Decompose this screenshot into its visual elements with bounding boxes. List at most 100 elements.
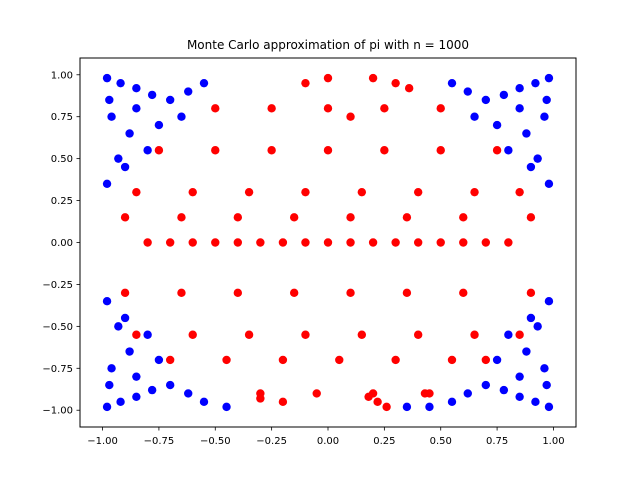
data-point (244, 330, 254, 339)
data-point (533, 154, 542, 163)
data-point (357, 330, 367, 339)
data-point (404, 83, 414, 93)
data-point (391, 355, 400, 365)
data-point (177, 213, 186, 222)
data-point (102, 402, 112, 412)
data-point (542, 95, 551, 105)
data-point (256, 394, 265, 403)
data-point (515, 330, 524, 339)
x-tick-label: −0.25 (256, 436, 287, 447)
data-point (323, 238, 333, 247)
data-point (504, 238, 513, 247)
data-point (526, 313, 536, 323)
data-point (165, 238, 175, 247)
data-point (301, 187, 310, 197)
data-point (211, 146, 220, 155)
data-point (346, 238, 355, 247)
data-point (463, 87, 472, 96)
data-point (481, 95, 491, 105)
data-point (436, 238, 445, 247)
data-point (102, 73, 112, 83)
data-point (125, 347, 134, 356)
data-point (526, 162, 536, 172)
data-point (481, 380, 491, 390)
data-point (531, 78, 540, 88)
data-point (177, 112, 186, 121)
data-point (188, 330, 197, 339)
data-point (463, 389, 472, 398)
x-tick-label: −0.75 (144, 436, 175, 447)
data-point (380, 104, 389, 113)
data-point (447, 78, 457, 88)
data-point (244, 187, 254, 197)
data-point (147, 385, 157, 395)
data-point (256, 238, 265, 247)
data-point (199, 397, 209, 407)
data-point (102, 179, 112, 188)
y-tick-label: −0.75 (42, 364, 73, 375)
data-point (114, 154, 123, 163)
data-point (402, 288, 412, 298)
data-point (459, 238, 468, 247)
data-point (199, 78, 209, 88)
data-point (301, 238, 310, 247)
data-point (233, 213, 243, 222)
data-point (492, 146, 502, 155)
data-point (184, 389, 193, 398)
data-point (184, 87, 193, 96)
x-tick-label: 0.50 (430, 436, 452, 447)
x-tick-label: 1.00 (542, 436, 564, 447)
data-point (382, 402, 391, 412)
x-tick-label: 0.00 (317, 436, 339, 447)
data-point (143, 238, 152, 247)
data-point (526, 213, 536, 222)
data-point (233, 288, 243, 298)
data-point (447, 397, 457, 407)
y-axis-ticks: −1.00 −0.75 −0.50 −0.25 0.00 0.25 0.50 0.75 1.00 (42, 70, 80, 417)
data-point (267, 104, 276, 113)
data-point (481, 238, 491, 247)
data-point (120, 313, 130, 323)
data-point (504, 330, 513, 339)
data-point (499, 90, 509, 100)
data-point (165, 95, 175, 105)
data-point (177, 288, 186, 298)
data-point (515, 187, 524, 197)
data-point (368, 73, 378, 83)
y-tick-label: 1.00 (51, 70, 73, 81)
data-point (132, 187, 141, 197)
data-point (125, 129, 134, 138)
data-point (211, 104, 220, 113)
data-point (301, 330, 310, 339)
data-point (346, 112, 355, 121)
data-point (515, 104, 524, 113)
data-point (499, 385, 509, 395)
data-point (526, 288, 536, 298)
y-tick-label: 0.25 (51, 196, 73, 207)
data-point (116, 397, 125, 407)
data-point (116, 78, 125, 88)
x-axis-ticks: −1.00 −0.75 −0.50 −0.25 0.00 0.25 0.50 0.75 1.00 (87, 427, 565, 447)
data-point (540, 364, 549, 373)
y-tick-label: −0.25 (42, 280, 73, 291)
data-point (132, 104, 141, 113)
data-point (154, 355, 164, 365)
data-point (391, 238, 400, 247)
data-point (222, 402, 231, 412)
data-point (544, 297, 554, 306)
data-point (420, 389, 430, 398)
data-point (105, 380, 114, 390)
data-point (425, 402, 434, 412)
data-point (368, 238, 378, 247)
data-point (533, 322, 542, 331)
data-point (492, 355, 502, 365)
data-point (540, 112, 549, 121)
data-point (289, 213, 299, 222)
data-point (335, 355, 344, 365)
data-point (312, 389, 321, 398)
data-point (470, 112, 479, 121)
data-point (154, 120, 164, 130)
data-point (470, 330, 479, 339)
